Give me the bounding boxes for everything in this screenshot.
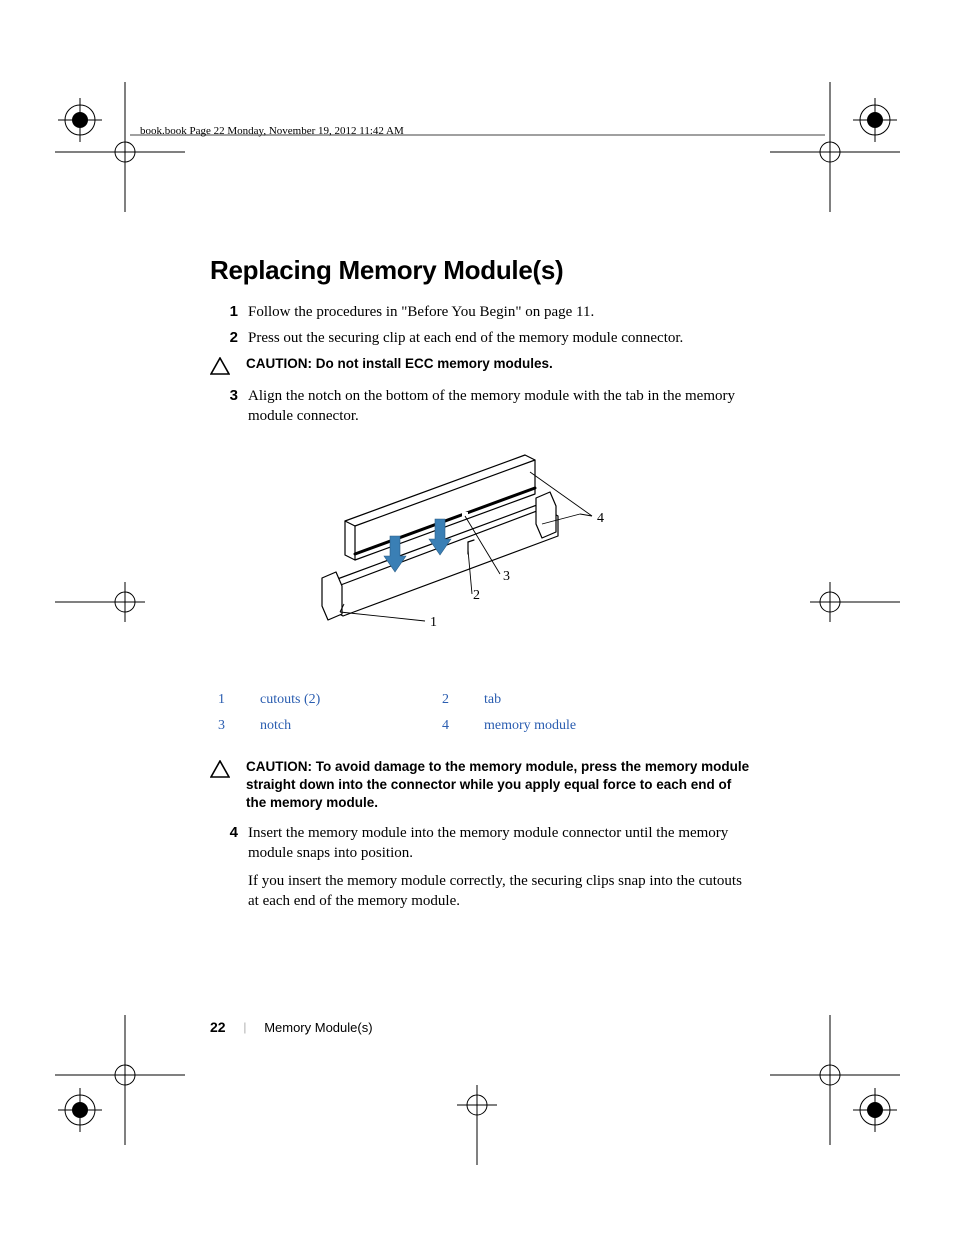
legend-label: memory module xyxy=(484,714,664,738)
step-number: 4 xyxy=(210,823,248,864)
caution-2: CAUTION: To avoid damage to the memory m… xyxy=(210,758,750,813)
legend-label: cutouts (2) xyxy=(260,688,440,712)
step-number: 2 xyxy=(210,328,248,348)
legend-num: 1 xyxy=(218,688,258,712)
page-number: 22 xyxy=(210,1019,226,1035)
step-4-followup: If you insert the memory module correctl… xyxy=(248,871,750,912)
callout-3: 3 xyxy=(503,569,510,584)
legend-label: tab xyxy=(484,688,664,712)
caution-text: Do not install ECC memory modules. xyxy=(312,356,553,371)
caution-label: CAUTION: xyxy=(246,356,312,371)
callout-2: 2 xyxy=(473,588,480,603)
legend-num: 3 xyxy=(218,714,258,738)
legend-row: 1 cutouts (2) 2 tab xyxy=(218,688,664,712)
page-content: Replacing Memory Module(s) 1 Follow the … xyxy=(210,255,750,912)
caution-1: CAUTION: Do not install ECC memory modul… xyxy=(210,355,750,380)
caution-label: CAUTION: xyxy=(246,759,312,774)
caution-triangle-icon xyxy=(210,758,232,783)
page-footer: 22 | Memory Module(s) xyxy=(210,1019,373,1035)
step-2: 2 Press out the securing clip at each en… xyxy=(210,328,750,348)
step-text: Press out the securing clip at each end … xyxy=(248,328,750,348)
footer-section-title: Memory Module(s) xyxy=(264,1020,372,1035)
callout-4: 4 xyxy=(597,511,604,526)
step-text: Align the notch on the bottom of the mem… xyxy=(248,386,750,427)
step-text: Follow the procedures in "Before You Beg… xyxy=(248,302,750,322)
step-text: Insert the memory module into the memory… xyxy=(248,823,750,864)
caution-text: To avoid damage to the memory module, pr… xyxy=(246,759,749,810)
step-number: 3 xyxy=(210,386,248,427)
page-title: Replacing Memory Module(s) xyxy=(210,255,750,286)
footer-separator: | xyxy=(244,1019,247,1035)
running-head: book.book Page 22 Monday, November 19, 2… xyxy=(140,125,404,137)
legend-row: 3 notch 4 memory module xyxy=(218,714,664,738)
diagram-legend: 1 cutouts (2) 2 tab 3 notch 4 memory mod… xyxy=(216,686,666,740)
caution-triangle-icon xyxy=(210,355,232,380)
step-4: 4 Insert the memory module into the memo… xyxy=(210,823,750,864)
legend-num: 2 xyxy=(442,688,482,712)
step-3: 3 Align the notch on the bottom of the m… xyxy=(210,386,750,427)
step-number: 1 xyxy=(210,302,248,322)
callout-1: 1 xyxy=(430,615,437,630)
step-1: 1 Follow the procedures in "Before You B… xyxy=(210,302,750,322)
memory-module-diagram: 1 2 3 4 xyxy=(210,446,750,666)
legend-num: 4 xyxy=(442,714,482,738)
legend-label: notch xyxy=(260,714,440,738)
